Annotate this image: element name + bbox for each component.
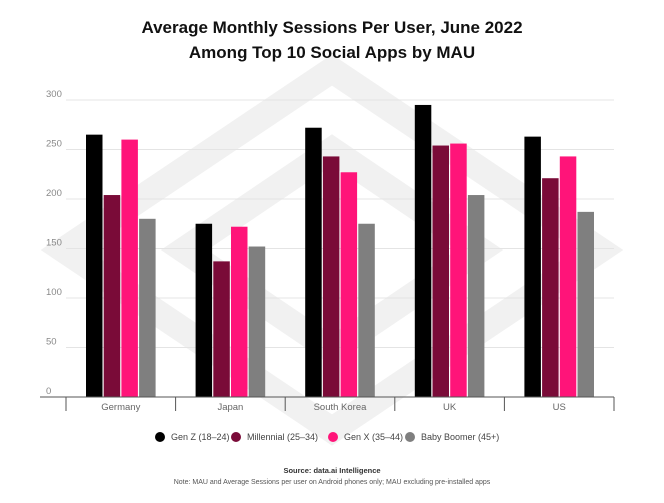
legend-label: Gen Z (18–24)	[171, 432, 230, 442]
legend-marker	[155, 432, 165, 442]
bar	[86, 134, 103, 397]
x-tick-label: US	[553, 402, 566, 413]
gridlines	[66, 99, 614, 348]
y-axis-ticks: 0 50 100 150 200 250 300	[46, 89, 62, 397]
y-tick-label: 100	[46, 287, 62, 298]
bar	[305, 127, 322, 397]
y-tick-label: 300	[46, 89, 62, 100]
x-tick-label: Japan	[217, 402, 243, 413]
bar	[414, 104, 432, 397]
bar	[450, 143, 467, 397]
y-tick-label: 200	[46, 188, 62, 199]
bar	[139, 218, 156, 397]
bar	[103, 195, 121, 397]
x-tick-label: Germany	[101, 402, 140, 413]
bar	[340, 172, 358, 397]
bar	[432, 145, 449, 397]
y-tick-label: 0	[46, 386, 51, 397]
legend-label: Baby Boomer (45+)	[421, 432, 499, 442]
legend-marker	[405, 432, 415, 442]
y-tick-label: 50	[46, 337, 57, 348]
chart-title: Average Monthly Sessions Per User, June …	[141, 18, 522, 37]
bar	[559, 156, 577, 397]
bar	[213, 261, 230, 397]
x-tick-label: UK	[443, 402, 457, 413]
x-axis: Germany Japan South Korea UK US	[40, 396, 615, 413]
legend-label: Millennial (25–34)	[247, 432, 318, 442]
bar	[195, 223, 213, 397]
bar	[121, 139, 138, 397]
y-tick-label: 250	[46, 139, 62, 150]
bar	[524, 136, 541, 397]
bar	[467, 195, 485, 397]
bar	[248, 246, 266, 397]
bar	[231, 226, 248, 397]
bar	[358, 223, 375, 397]
legend-marker	[328, 432, 338, 442]
legend-marker	[231, 432, 241, 442]
watermark-shape	[40, 54, 624, 446]
x-tick-label: South Korea	[314, 402, 368, 413]
note-text: Note: MAU and Average Sessions per user …	[174, 479, 491, 486]
bar	[577, 211, 594, 397]
chart-subtitle: Among Top 10 Social Apps by MAU	[189, 43, 475, 62]
source-text: Source: data.ai Intelligence	[283, 466, 380, 475]
legend: Gen Z (18–24) Millennial (25–34) Gen X (35…	[155, 432, 499, 442]
y-tick-label: 150	[46, 238, 62, 249]
legend-label: Gen X (35–44)	[344, 432, 403, 442]
bars	[86, 104, 594, 397]
bar	[322, 156, 340, 397]
bar	[542, 178, 559, 397]
